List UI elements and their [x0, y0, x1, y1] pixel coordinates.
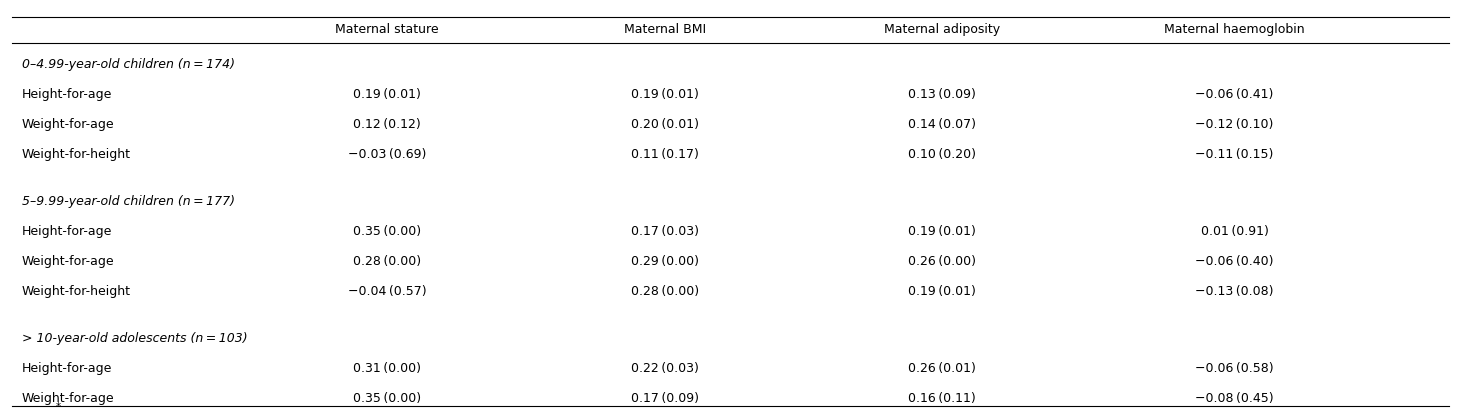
Text: −0.08 (0.45): −0.08 (0.45) [1195, 392, 1274, 405]
Text: 0.17 (0.09): 0.17 (0.09) [631, 392, 698, 405]
Text: Maternal BMI: Maternal BMI [624, 23, 706, 36]
Text: −0.13 (0.08): −0.13 (0.08) [1195, 285, 1274, 298]
Text: 0.10 (0.20): 0.10 (0.20) [909, 148, 976, 161]
Text: 0–4.99-year-old children (n = 174): 0–4.99-year-old children (n = 174) [22, 57, 235, 71]
Text: −0.11 (0.15): −0.11 (0.15) [1195, 148, 1274, 161]
Text: Weight-for-height: Weight-for-height [22, 148, 131, 161]
Text: Weight-for-age: Weight-for-age [22, 392, 114, 405]
Text: Maternal adiposity: Maternal adiposity [884, 23, 1001, 36]
Text: −0.06 (0.41): −0.06 (0.41) [1195, 88, 1274, 101]
Text: Weight-for-age: Weight-for-age [22, 255, 114, 268]
Text: Maternal stature: Maternal stature [336, 23, 438, 36]
Text: 0.17 (0.03): 0.17 (0.03) [631, 225, 698, 238]
Text: 0.16 (0.11): 0.16 (0.11) [909, 392, 976, 405]
Text: 0.19 (0.01): 0.19 (0.01) [631, 88, 698, 101]
Text: −0.06 (0.40): −0.06 (0.40) [1195, 255, 1274, 268]
Text: > 10-year-old adolescents (n = 103): > 10-year-old adolescents (n = 103) [22, 332, 247, 345]
Text: −0.03 (0.69): −0.03 (0.69) [348, 148, 427, 161]
Text: 0.13 (0.09): 0.13 (0.09) [909, 88, 976, 101]
Text: 0.26 (0.00): 0.26 (0.00) [909, 255, 976, 268]
Text: Maternal haemoglobin: Maternal haemoglobin [1164, 23, 1305, 36]
Text: *: * [56, 402, 61, 412]
Text: −0.06 (0.58): −0.06 (0.58) [1195, 362, 1274, 375]
Text: 0.20 (0.01): 0.20 (0.01) [631, 118, 698, 131]
Text: 0.28 (0.00): 0.28 (0.00) [354, 255, 421, 268]
Text: 0.19 (0.01): 0.19 (0.01) [354, 88, 421, 101]
Text: 0.12 (0.12): 0.12 (0.12) [354, 118, 421, 131]
Text: 0.11 (0.17): 0.11 (0.17) [631, 148, 698, 161]
Text: Weight-for-age: Weight-for-age [22, 118, 114, 131]
Text: 0.14 (0.07): 0.14 (0.07) [909, 118, 976, 131]
Text: −0.04 (0.57): −0.04 (0.57) [348, 285, 427, 298]
Text: Height-for-age: Height-for-age [22, 362, 112, 375]
Text: 0.22 (0.03): 0.22 (0.03) [631, 362, 698, 375]
Text: 0.01 (0.91): 0.01 (0.91) [1201, 225, 1268, 238]
Text: −0.12 (0.10): −0.12 (0.10) [1195, 118, 1274, 131]
Text: 0.28 (0.00): 0.28 (0.00) [631, 285, 698, 298]
Text: Height-for-age: Height-for-age [22, 88, 112, 101]
Text: 5–9.99-year-old children (n = 177): 5–9.99-year-old children (n = 177) [22, 195, 235, 208]
Text: Height-for-age: Height-for-age [22, 225, 112, 238]
Text: 0.35 (0.00): 0.35 (0.00) [354, 225, 421, 238]
Text: 0.29 (0.00): 0.29 (0.00) [631, 255, 698, 268]
Text: 0.26 (0.01): 0.26 (0.01) [909, 362, 976, 375]
Text: 0.19 (0.01): 0.19 (0.01) [909, 225, 976, 238]
Text: 0.31 (0.00): 0.31 (0.00) [354, 362, 421, 375]
Text: Weight-for-height: Weight-for-height [22, 285, 131, 298]
Text: 0.19 (0.01): 0.19 (0.01) [909, 285, 976, 298]
Text: 0.35 (0.00): 0.35 (0.00) [354, 392, 421, 405]
